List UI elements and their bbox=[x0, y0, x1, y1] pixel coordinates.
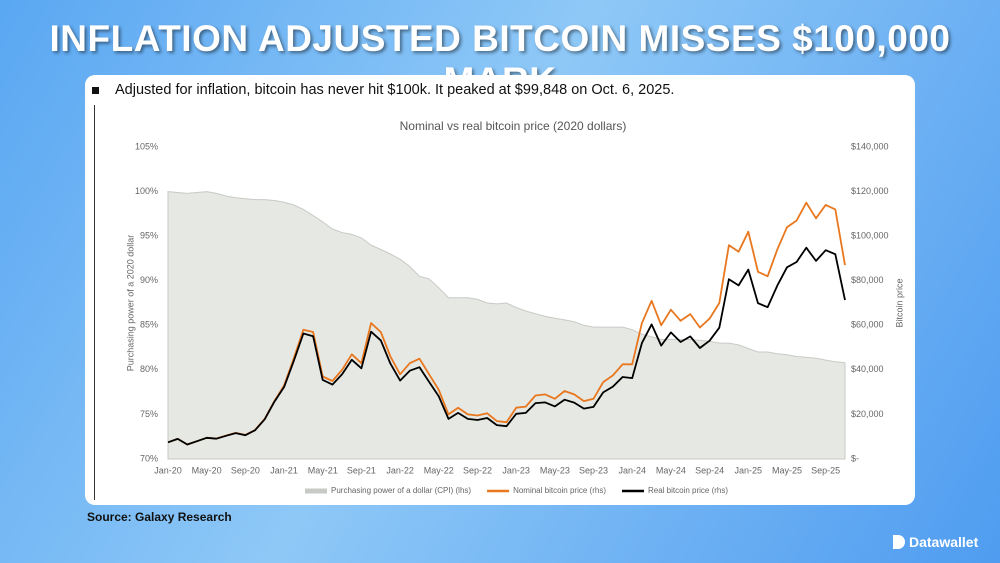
x-tick-label: Jan-24 bbox=[618, 465, 646, 475]
bullet bbox=[92, 87, 99, 94]
x-tick-label: May-20 bbox=[192, 465, 222, 475]
x-tick-label: Jan-21 bbox=[270, 465, 298, 475]
logo-icon bbox=[893, 535, 905, 549]
chart: Nominal vs real bitcoin price (2020 doll… bbox=[125, 119, 904, 495]
y-tick-label: 75% bbox=[140, 409, 158, 419]
chart-title: Nominal vs real bitcoin price (2020 doll… bbox=[400, 119, 627, 133]
x-tick-label: Sep-24 bbox=[695, 465, 724, 475]
card: Adjusted for inflation, bitcoin has neve… bbox=[85, 75, 915, 505]
x-tick-label: May-24 bbox=[656, 465, 686, 475]
y-tick-label: 100% bbox=[135, 186, 158, 196]
x-tick-label: May-22 bbox=[424, 465, 454, 475]
y-tick-label: 90% bbox=[140, 275, 158, 285]
divider bbox=[94, 105, 95, 500]
y2-tick-label: $60,000 bbox=[851, 320, 884, 330]
y-tick-label: 70% bbox=[140, 453, 158, 463]
y-tick-label: 105% bbox=[135, 141, 158, 151]
x-tick-label: May-23 bbox=[540, 465, 570, 475]
x-tick-label: May-25 bbox=[772, 465, 802, 475]
x-tick-label: Sep-20 bbox=[231, 465, 260, 475]
x-tick-label: Jan-22 bbox=[386, 465, 414, 475]
x-tick-label: Sep-21 bbox=[347, 465, 376, 475]
cpi-area bbox=[167, 191, 846, 460]
y2-axis-label: Bitcoin price bbox=[894, 278, 904, 327]
source: Source: Galaxy Research bbox=[87, 510, 232, 524]
y-tick-label: 85% bbox=[140, 320, 158, 330]
logo: Datawallet bbox=[893, 534, 978, 550]
legend-label: Nominal bitcoin price (rhs) bbox=[513, 486, 606, 495]
y2-tick-label: $140,000 bbox=[851, 141, 889, 151]
y2-tick-label: $20,000 bbox=[851, 409, 884, 419]
y2-tick-label: $40,000 bbox=[851, 364, 884, 374]
x-tick-label: Jan-23 bbox=[502, 465, 530, 475]
y2-tick-label: $80,000 bbox=[851, 275, 884, 285]
series-line bbox=[167, 246, 846, 446]
x-tick-label: Sep-25 bbox=[811, 465, 840, 475]
y-tick-label: 95% bbox=[140, 231, 158, 241]
x-tick-label: Sep-22 bbox=[463, 465, 492, 475]
y2-tick-label: $- bbox=[851, 453, 859, 463]
x-tick-label: May-21 bbox=[308, 465, 338, 475]
y-tick-label: 80% bbox=[140, 364, 158, 374]
legend-label: Real bitcoin price (rhs) bbox=[648, 486, 728, 495]
y-axis-label: Purchasing power of a 2020 dollar bbox=[125, 235, 135, 372]
y2-tick-label: $120,000 bbox=[851, 186, 889, 196]
x-tick-label: Sep-23 bbox=[579, 465, 608, 475]
y2-tick-label: $100,000 bbox=[851, 231, 889, 241]
headline: Adjusted for inflation, bitcoin has neve… bbox=[115, 82, 675, 98]
logo-text: Datawallet bbox=[909, 534, 979, 550]
x-tick-label: Jan-20 bbox=[154, 465, 182, 475]
x-tick-label: Jan-25 bbox=[735, 465, 763, 475]
legend-label: Purchasing power of a dollar (CPI) (lhs) bbox=[331, 486, 471, 495]
